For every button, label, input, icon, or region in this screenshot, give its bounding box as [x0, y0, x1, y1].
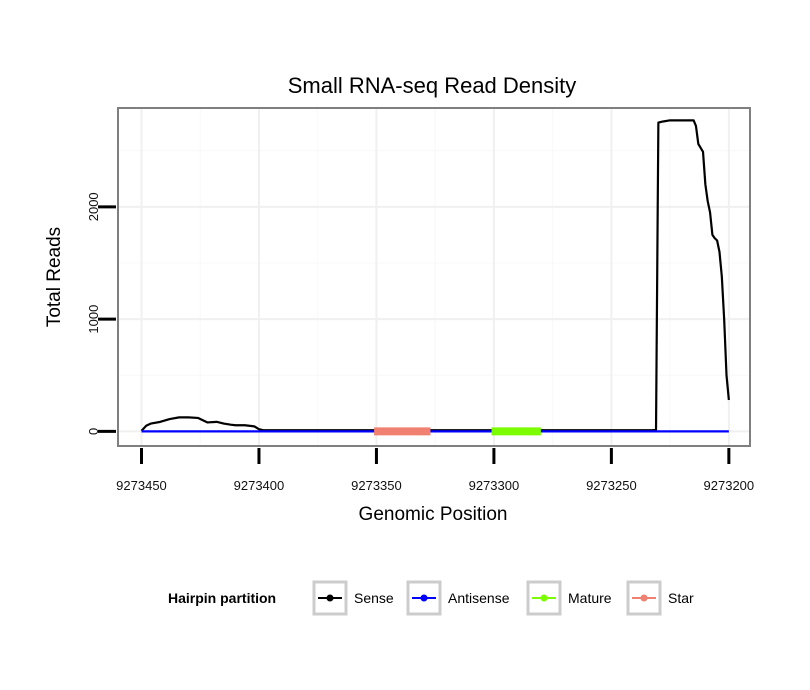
- legend-entry-star: Star: [626, 580, 694, 616]
- legend-label: Sense: [354, 590, 394, 606]
- x-tick-label: 9273400: [234, 478, 285, 493]
- plot-panel: [118, 108, 750, 446]
- legend-entry-mature: Mature: [526, 580, 612, 616]
- legend: Hairpin partition Sense Antisense Mature St…: [168, 580, 694, 616]
- data-layer: [140, 119, 730, 436]
- chart-title: Small RNA-seq Read Density: [288, 73, 577, 98]
- y-tick-label: 1000: [86, 305, 101, 334]
- y-tick-label: 2000: [86, 192, 101, 221]
- x-tick-label: 9273250: [586, 478, 637, 493]
- legend-entry-antisense: Antisense: [406, 580, 510, 616]
- legend-title: Hairpin partition: [168, 590, 276, 606]
- x-tick-label: 9273200: [704, 478, 755, 493]
- legend-label: Mature: [568, 590, 612, 606]
- x-tick-label: 9273350: [351, 478, 402, 493]
- legend-entry-sense: Sense: [312, 580, 394, 616]
- legend-label: Antisense: [448, 590, 510, 606]
- legend-label: Star: [668, 590, 694, 606]
- legend-entries: Sense Antisense Mature Star: [312, 580, 694, 616]
- y-axis-title: Total Reads: [44, 227, 65, 327]
- legend-key-point: [640, 594, 648, 602]
- x-tick-label: 9273450: [116, 478, 167, 493]
- series-line-sense: [140, 119, 730, 432]
- legend-key-point: [420, 594, 428, 602]
- y-tick-label: 0: [86, 428, 101, 435]
- x-tick-label: 9273300: [469, 478, 520, 493]
- legend-key-point: [326, 594, 334, 602]
- legend-key-point: [540, 594, 548, 602]
- x-axis-title: Genomic Position: [359, 504, 508, 525]
- plot-border: [117, 107, 751, 447]
- y-axis: 0 1000 2000: [86, 192, 116, 435]
- x-axis: 9273450 9273400 9273350 9273300 9273250 92732…: [116, 448, 754, 493]
